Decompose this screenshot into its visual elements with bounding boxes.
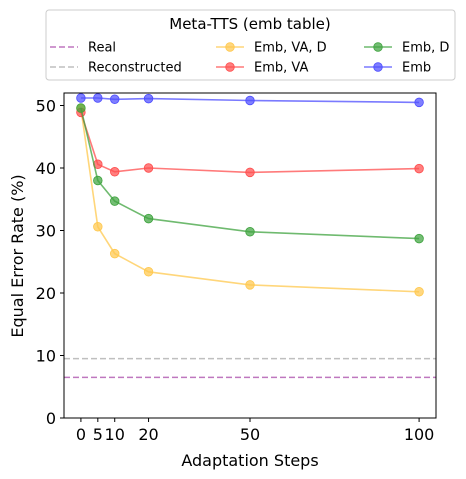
y-axis-label: Equal Error Rate (%) (8, 174, 27, 337)
series-line-emb-d (80, 107, 420, 240)
point-emb-5 (93, 93, 103, 103)
y-tick-label: 40 (36, 159, 56, 178)
series-line-emb-va (80, 112, 420, 174)
legend-title: Meta-TTS (emb table) (169, 15, 330, 33)
point-emb-d-10 (110, 196, 120, 206)
legend-frame (45, 9, 456, 81)
point-emb-0 (76, 93, 86, 103)
legend-label-reconstructed: Reconstructed (88, 61, 182, 76)
series-layer (76, 93, 424, 297)
legend-label-emb: Emb (402, 61, 431, 76)
legend-marker-emb (373, 62, 383, 72)
point-emb-va-d-5 (93, 222, 103, 232)
legend-marker-emb-va (225, 62, 235, 72)
reference-lines (64, 357, 436, 379)
x-tick-label: 10 (105, 425, 125, 444)
x-tick-label: 20 (138, 425, 158, 444)
x-ticks: 0 5 10 20 50 100 (76, 418, 435, 444)
legend-label-emb-va: Emb, VA (254, 61, 308, 76)
point-emb-d-50 (245, 227, 255, 237)
series-line-emb-va-d (80, 108, 420, 293)
legend-marker-emb-va-d (225, 42, 235, 52)
legend-label-real: Real (88, 41, 116, 56)
y-tick-label: 10 (36, 347, 56, 366)
point-emb-va-d-50 (245, 280, 255, 290)
x-tick-label: 100 (404, 425, 435, 444)
point-emb-d-0 (76, 103, 86, 113)
x-axis-label: Adaptation Steps (181, 451, 318, 470)
point-emb-va-10 (110, 167, 120, 177)
legend-label-emb-va-d: Emb, VA, D (254, 41, 327, 56)
y-tick-label: 50 (36, 97, 56, 116)
legend-entries: Real Reconstructed Emb, VA, D Emb, VA Emb, D… (50, 41, 449, 76)
point-emb-d-5 (93, 175, 103, 186)
y-tick-label: 30 (36, 222, 56, 241)
point-emb-100 (414, 97, 424, 108)
point-emb-10 (110, 94, 120, 104)
y-tick-label: 20 (36, 284, 56, 303)
point-emb-va-d-20 (143, 267, 154, 277)
y-ticks: 0 10 20 30 40 50 (36, 97, 64, 428)
point-emb-50 (245, 95, 255, 106)
x-tick-label: 50 (240, 425, 260, 444)
point-emb-va-50 (245, 167, 255, 178)
legend: Meta-TTS (emb table) Real Reconstructed Em… (45, 9, 456, 81)
legend-marker-emb-d (373, 42, 383, 52)
x-tick-label: 5 (93, 425, 103, 444)
point-emb-d-20 (143, 213, 154, 224)
point-emb-d-100 (414, 233, 424, 244)
point-emb-va-100 (414, 163, 424, 174)
point-emb-20 (143, 93, 154, 104)
point-emb-va-d-10 (110, 248, 120, 259)
y-tick-label: 0 (46, 409, 56, 428)
point-emb-va-d-100 (414, 287, 424, 297)
x-tick-label: 0 (76, 425, 86, 444)
legend-label-emb-d: Emb, D (402, 41, 449, 56)
point-emb-va-20 (143, 163, 154, 173)
